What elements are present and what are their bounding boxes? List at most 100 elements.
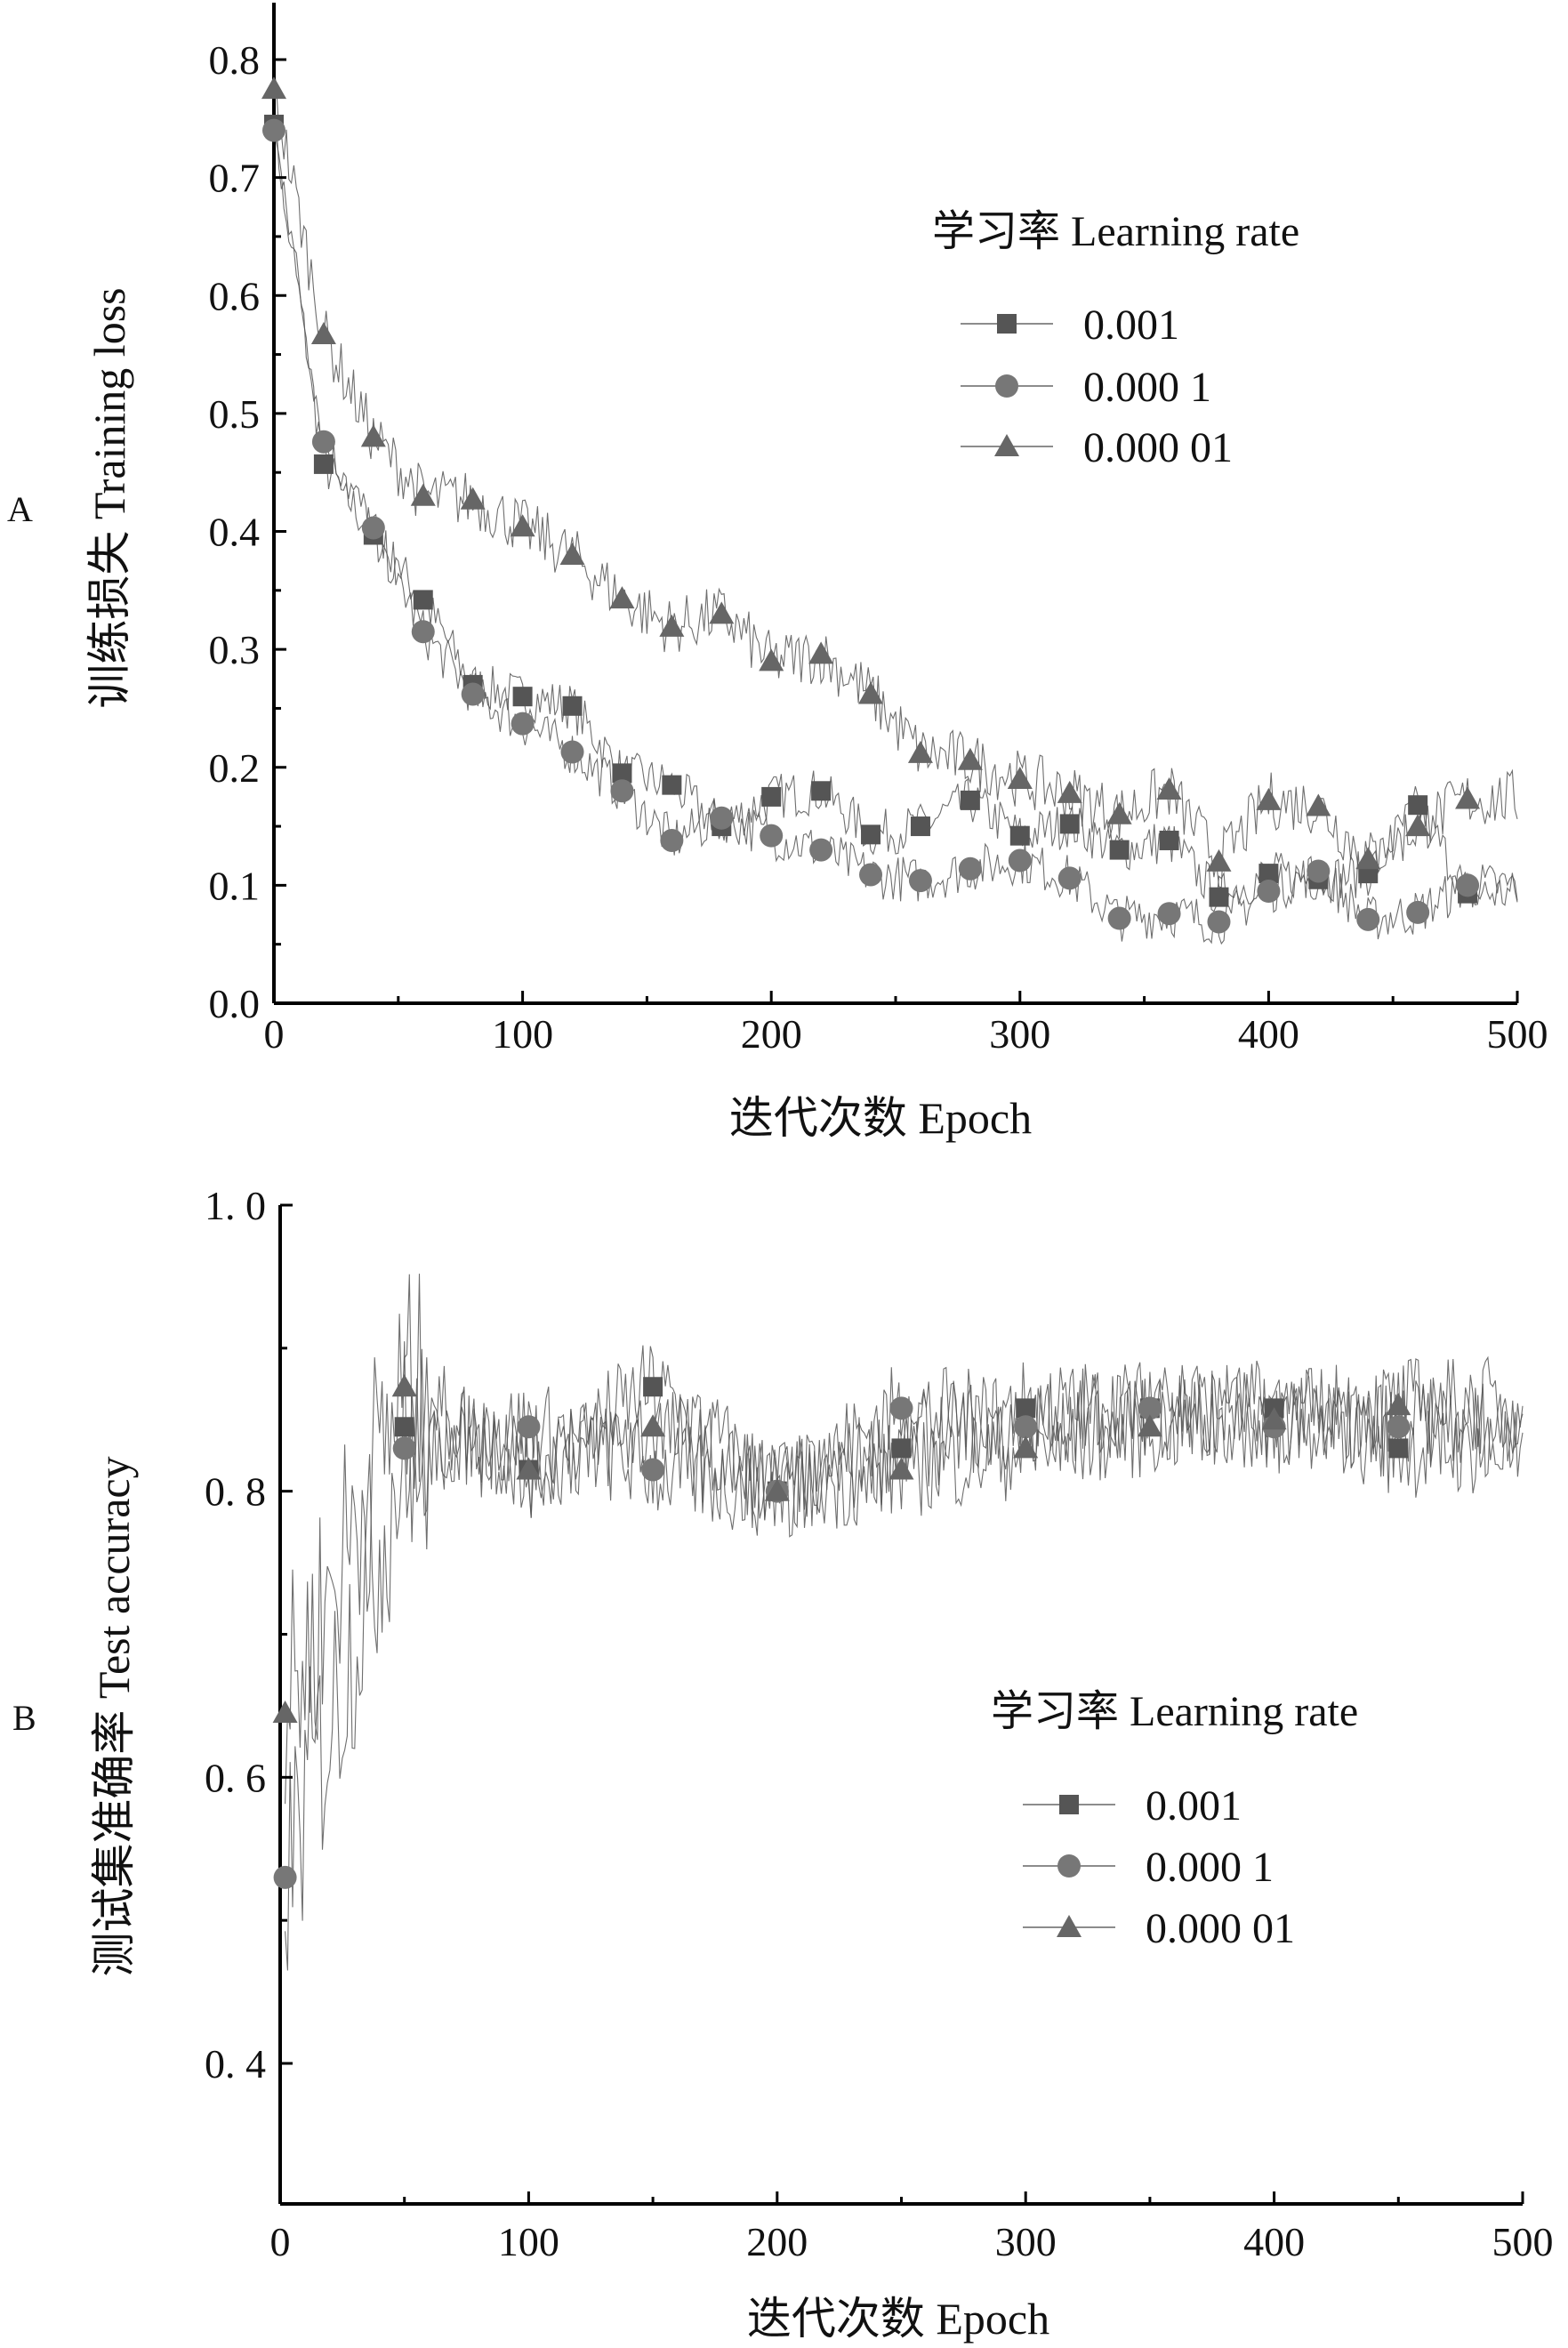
y-tick-label: 0.7 — [209, 156, 261, 201]
data-point-circle — [1157, 902, 1181, 926]
data-point-circle — [1138, 1396, 1162, 1420]
data-point-circle — [1406, 900, 1430, 924]
data-point-triangle — [272, 1700, 298, 1723]
data-point-triangle — [907, 740, 933, 763]
data-point-circle — [511, 712, 535, 736]
data-point-square — [413, 590, 433, 610]
data-point-circle — [859, 863, 883, 887]
x-axis-label-b: 迭代次数 Epoch — [747, 2294, 1049, 2344]
data-point-triangle — [516, 1457, 542, 1480]
legend-label: 0.001 — [1146, 1782, 1242, 1829]
data-point-circle — [1356, 907, 1380, 931]
y-tick-label: 0.2 — [209, 745, 261, 791]
data-point-circle — [660, 828, 684, 852]
data-point-square — [1258, 864, 1279, 884]
data-point-triangle — [1355, 847, 1381, 870]
data-point-triangle — [957, 747, 983, 770]
data-point-circle — [461, 682, 485, 706]
data-point-triangle — [1156, 776, 1182, 800]
legend-marker-square — [1059, 1795, 1079, 1814]
data-point-circle — [1207, 910, 1231, 934]
data-point-circle — [641, 1458, 665, 1482]
data-point-square — [562, 696, 583, 716]
x-tick-label: 500 — [1492, 2219, 1554, 2264]
legend-title-a: 学习率 Learning rate — [932, 208, 1299, 255]
y-tick-label: 0.6 — [209, 273, 261, 318]
y-tick-label: 1. 0 — [205, 1183, 266, 1228]
y-tick-label: 0.0 — [209, 981, 261, 1026]
y-axis-label-a: 训练损失 Training loss — [84, 287, 134, 708]
data-point-triangle — [1256, 787, 1282, 810]
data-point-circle — [809, 838, 833, 862]
data-point-circle — [311, 430, 335, 454]
data-point-circle — [1107, 906, 1131, 930]
data-point-square — [1109, 840, 1130, 860]
data-point-triangle — [559, 543, 585, 566]
data-point-triangle — [391, 1374, 417, 1397]
data-point-circle — [889, 1396, 913, 1420]
data-point-triangle — [764, 1478, 790, 1501]
chart-a-training-loss: A 训练损失 Training loss 迭代次数 Epoch 学习率 Lear… — [7, 3, 1548, 1143]
data-point-triangle — [360, 424, 386, 447]
data-point-triangle — [1206, 848, 1232, 872]
legend-marker-circle — [995, 374, 1018, 398]
data-point-triangle — [410, 483, 436, 506]
panel-label-a: A — [7, 489, 33, 529]
data-point-circle — [361, 516, 385, 540]
y-tick-label: 0.5 — [209, 391, 261, 437]
series-line-1 — [285, 1341, 1524, 1971]
legend-title-b: 学习率 Learning rate — [991, 1688, 1358, 1735]
data-point-triangle — [460, 486, 486, 510]
data-point-circle — [273, 1865, 297, 1889]
data-point-triangle — [808, 641, 834, 664]
data-point-circle — [710, 806, 734, 830]
x-tick-label: 0 — [270, 2219, 291, 2264]
data-point-square — [1209, 887, 1229, 907]
data-point-square — [394, 1417, 414, 1437]
y-axis-label-b: 测试集准确率 Test accuracy — [89, 1456, 139, 1976]
data-point-circle — [392, 1436, 416, 1460]
y-tick-label: 0.4 — [209, 510, 261, 555]
data-point-triangle — [640, 1414, 666, 1437]
data-point-square — [1059, 814, 1080, 834]
x-tick-label: 200 — [746, 2219, 808, 2264]
data-point-triangle — [858, 681, 884, 704]
data-point-circle — [1387, 1415, 1411, 1439]
data-point-square — [662, 775, 682, 795]
legend-label: 0.000 1 — [1146, 1844, 1274, 1891]
data-point-circle — [262, 118, 285, 142]
data-point-square — [643, 1377, 663, 1397]
data-point-square — [1016, 1398, 1036, 1419]
data-point-triangle — [659, 614, 685, 637]
data-point-triangle — [889, 1457, 914, 1480]
series-line-2 — [273, 66, 1518, 889]
x-tick-label: 200 — [741, 1011, 802, 1057]
data-point-triangle — [1057, 780, 1082, 803]
series-line-1 — [273, 125, 1518, 945]
data-point-square — [761, 786, 782, 807]
data-point-triangle — [1386, 1393, 1411, 1416]
data-point-triangle — [609, 586, 635, 609]
y-tick-label: 0.1 — [209, 863, 261, 908]
data-point-triangle — [310, 322, 336, 345]
chart-b-test-accuracy: B 测试集准确率 Test accuracy 迭代次数 Epoch 学习率 Le… — [12, 1183, 1554, 2344]
legend-marker-circle — [1057, 1854, 1081, 1878]
legend-label: 0.000 01 — [1083, 424, 1233, 471]
legend-label: 0.000 01 — [1146, 1905, 1295, 1952]
data-point-circle — [560, 740, 584, 764]
legend-marker-triangle — [1057, 1915, 1082, 1937]
x-tick-label: 500 — [1487, 1011, 1548, 1057]
data-point-circle — [411, 620, 435, 644]
data-point-square — [811, 781, 832, 801]
y-tick-label: 0.3 — [209, 627, 261, 672]
data-point-circle — [610, 779, 634, 803]
data-point-triangle — [1007, 767, 1033, 790]
x-tick-label: 100 — [492, 1011, 553, 1057]
data-point-circle — [1057, 866, 1082, 890]
data-point-triangle — [1261, 1407, 1287, 1430]
data-point-square — [910, 816, 930, 837]
y-tick-label: 0. 4 — [205, 2041, 266, 2087]
panel-label-b: B — [12, 1698, 36, 1738]
data-point-circle — [1456, 873, 1480, 897]
